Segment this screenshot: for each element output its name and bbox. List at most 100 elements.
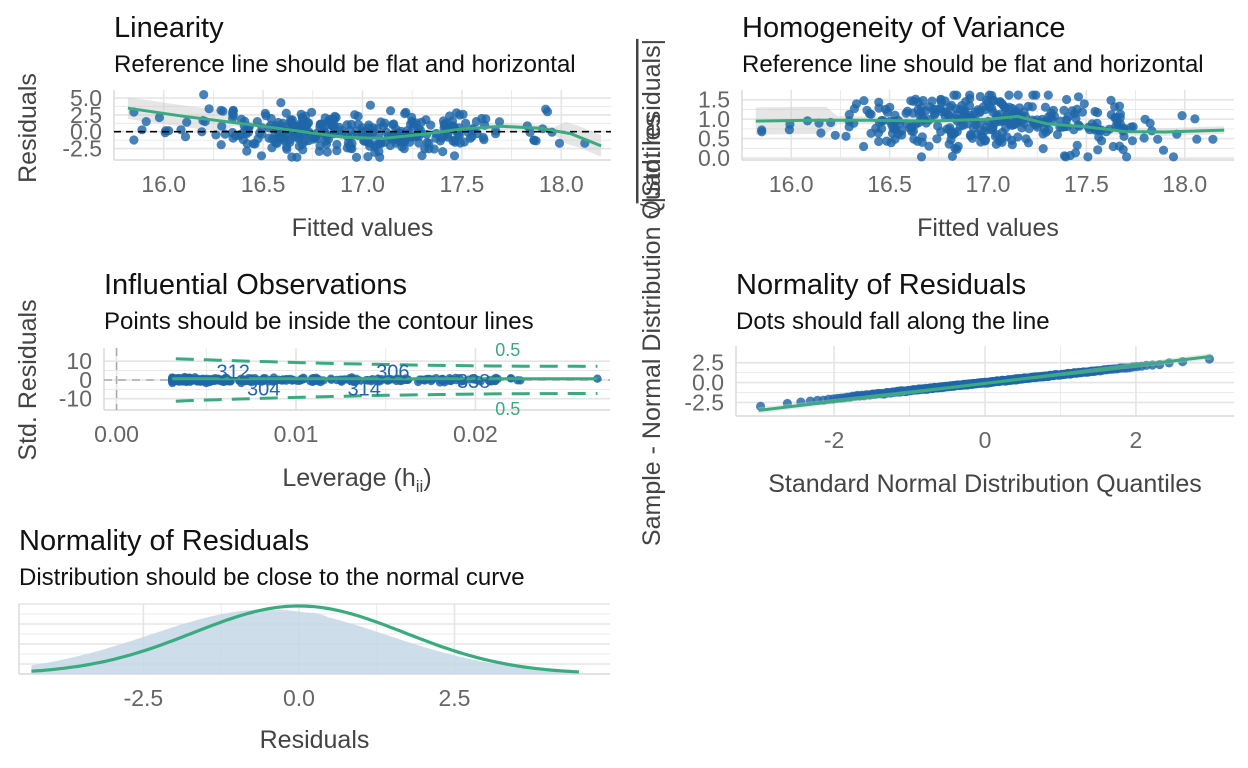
influential-cooks-contour <box>175 357 598 368</box>
homogeneity-point <box>830 130 840 140</box>
influential-title: Influential Observations <box>104 269 407 301</box>
homogeneity-point <box>1110 102 1120 112</box>
homogeneity-point <box>1158 145 1169 155</box>
influential-contours <box>175 357 598 403</box>
homogeneity-point <box>874 103 884 113</box>
homogeneity-point <box>1059 105 1069 115</box>
homogeneity-point <box>949 90 959 100</box>
homogeneity-point <box>944 125 954 135</box>
influential-x-axis-label-main: Leverage (h <box>282 464 415 492</box>
homogeneity-point <box>1043 90 1053 100</box>
homogeneity-y-axis-label-main: |Std. residuals| <box>638 39 666 203</box>
qq-subtitle: Dots should fall along the line <box>736 308 1050 335</box>
linearity-x-tick-label: 17.0 <box>340 171 385 197</box>
homogeneity-point <box>1041 127 1051 137</box>
influential-x-tick-label: 0.01 <box>274 421 319 447</box>
influential-point-label: 312 <box>217 361 250 383</box>
homogeneity-point <box>816 128 826 138</box>
linearity-point <box>380 137 390 147</box>
homogeneity-point <box>1083 152 1093 162</box>
homogeneity-point <box>995 97 1005 107</box>
linearity-point <box>267 143 277 153</box>
homogeneity-point <box>927 96 937 106</box>
linearity-point <box>276 98 286 108</box>
influential-y-tick-label: -10 <box>59 386 92 412</box>
homogeneity-points <box>757 90 1218 162</box>
homogeneity-y-tick-label: 1.0 <box>698 106 730 132</box>
linearity-point <box>238 135 248 145</box>
qq-x-tick-label: 0 <box>979 427 992 453</box>
homogeneity-point <box>1073 92 1084 102</box>
influential-point-label: 304 <box>247 378 280 400</box>
linearity-point <box>216 105 226 115</box>
linearity-point <box>346 119 357 129</box>
homogeneity-point <box>976 125 986 135</box>
homogeneity-point <box>1153 134 1163 144</box>
homogeneity-point <box>1032 122 1042 132</box>
influential-point-label: 338 <box>457 371 490 393</box>
homogeneity-point <box>1004 102 1015 112</box>
homogeneity-point <box>1013 90 1023 100</box>
homogeneity-point <box>841 131 851 141</box>
homogeneity-point <box>1019 107 1029 117</box>
linearity-point <box>141 117 151 127</box>
linearity-point <box>307 107 317 117</box>
homogeneity-point <box>909 134 919 144</box>
homogeneity-point <box>968 123 979 133</box>
linearity-point <box>449 151 460 161</box>
linearity-point <box>491 129 501 139</box>
density-x-axis-label: Residuals <box>260 726 370 754</box>
linearity-point <box>337 125 347 135</box>
homogeneity-point <box>965 93 975 104</box>
homogeneity-point <box>1046 108 1056 118</box>
influential-x-tick-label: 0.02 <box>453 421 498 447</box>
linearity-point <box>351 152 362 162</box>
homogeneity-point <box>917 137 927 147</box>
density-x-tick-label: 2.5 <box>438 685 470 711</box>
influential-cooks-contour <box>175 392 598 403</box>
linearity-point <box>422 137 432 148</box>
homogeneity-point <box>1119 131 1129 141</box>
homogeneity-smooth-line <box>755 114 1225 134</box>
influential-point-label: 306 <box>376 361 409 383</box>
homogeneity-point <box>930 110 940 120</box>
homogeneity-point <box>933 121 943 131</box>
qq-y-tick-label: 0.0 <box>692 370 724 396</box>
linearity-point <box>231 130 241 141</box>
homogeneity-point <box>921 106 931 116</box>
homogeneity-point <box>950 143 960 153</box>
homogeneity-x-axis-label: Fitted values <box>917 214 1059 242</box>
linearity-point <box>417 151 427 161</box>
linearity-point <box>292 133 303 143</box>
homogeneity-point <box>862 105 872 115</box>
homogeneity-point <box>1052 129 1063 140</box>
homogeneity-point <box>932 134 942 144</box>
homogeneity-point <box>1112 117 1122 127</box>
qq-reference-line <box>758 354 1212 412</box>
homogeneity-x-tick-label: 16.5 <box>867 171 912 197</box>
homogeneity-point <box>1094 132 1104 142</box>
linearity-point <box>435 136 445 146</box>
linearity-point <box>447 116 458 126</box>
homogeneity-point <box>992 129 1002 139</box>
linearity-point <box>332 139 342 150</box>
qq-y-tick-label: 2.5 <box>692 350 724 376</box>
qq-y-tick-label: -2.5 <box>684 389 724 415</box>
linearity-point <box>477 113 487 124</box>
homogeneity-point <box>959 106 969 116</box>
linearity-point <box>375 152 385 162</box>
influential-point-label: 314 <box>347 378 380 400</box>
linearity-point <box>461 118 471 128</box>
linearity-point <box>364 138 374 148</box>
homogeneity-point <box>1093 108 1103 118</box>
linearity-point <box>364 123 374 133</box>
homogeneity-panel: Homogeneity of Variance Reference line sh… <box>638 12 1234 242</box>
linearity-point <box>242 146 252 156</box>
linearity-point <box>465 133 475 143</box>
linearity-x-tick-label: 16.5 <box>241 171 286 197</box>
homogeneity-y-tick-label: 0.0 <box>698 145 730 171</box>
homogeneity-x-tick-label: 17.5 <box>1064 171 1109 197</box>
linearity-point <box>396 136 406 147</box>
homogeneity-point <box>1021 134 1031 144</box>
